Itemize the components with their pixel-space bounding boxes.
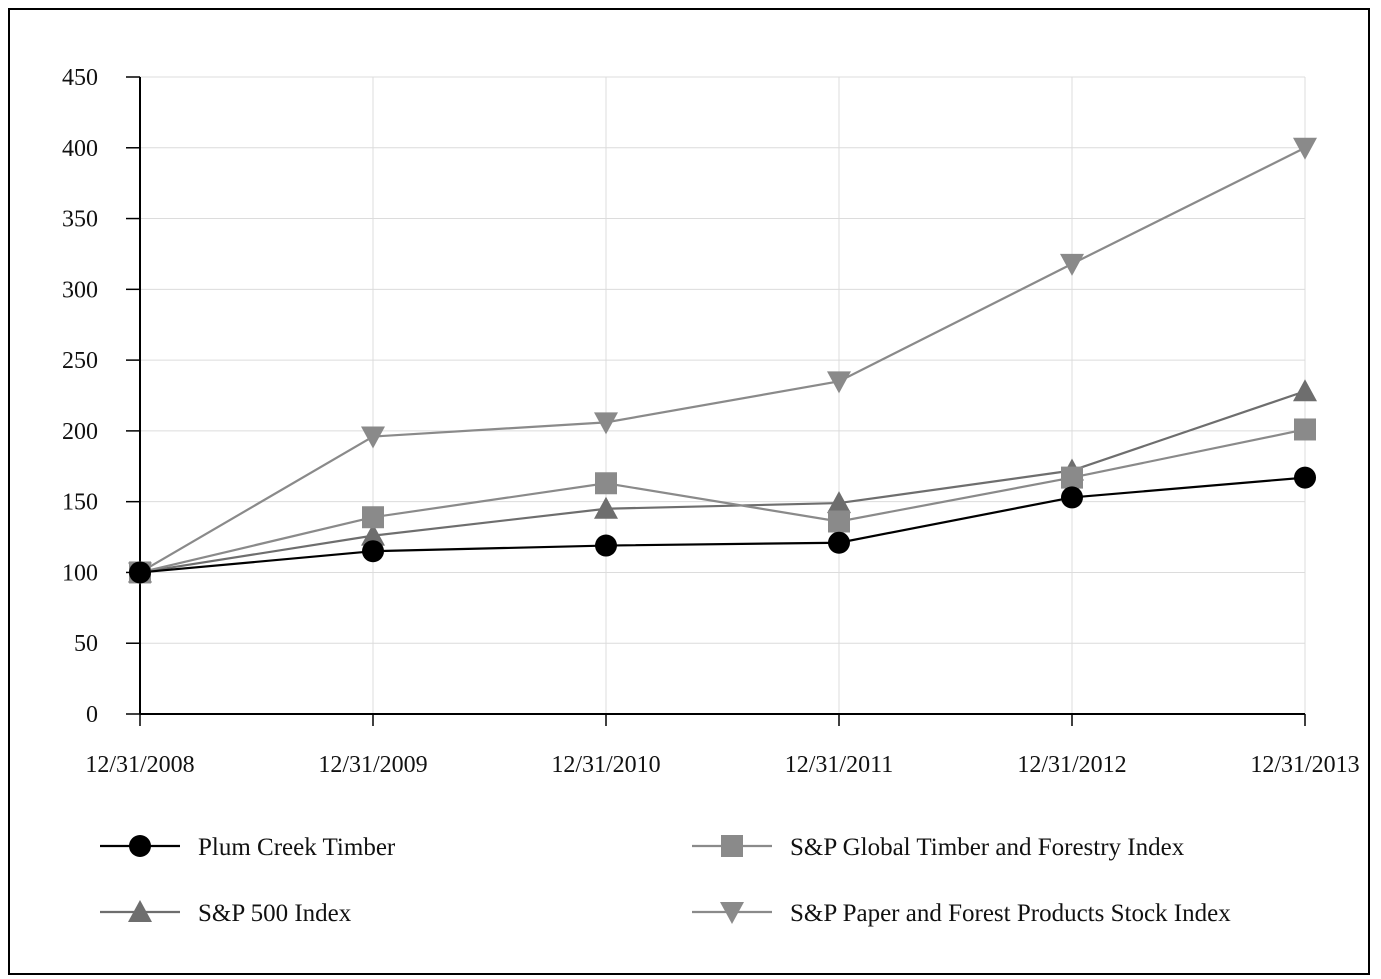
data-point-marker	[594, 496, 618, 519]
data-point-marker	[827, 371, 851, 394]
y-tick-label: 50	[74, 631, 98, 657]
data-point-marker	[595, 472, 617, 495]
x-tick-label: 12/31/2008	[85, 752, 194, 778]
series-line	[139, 428, 1306, 574]
y-tick-label: 250	[62, 348, 98, 374]
data-point-marker	[828, 510, 850, 533]
legend-marker-triangle-up-icon	[128, 900, 152, 922]
legend-marker-square-icon	[721, 835, 743, 857]
chart-frame	[8, 8, 1370, 975]
data-point-marker	[362, 506, 384, 529]
legend-marker-circle-icon	[129, 835, 151, 857]
y-tick-label: 150	[62, 490, 98, 516]
y-tick-label: 300	[62, 277, 98, 303]
x-tick-label: 12/31/2011	[785, 752, 893, 778]
series-line	[139, 146, 1306, 574]
data-point-marker	[1061, 486, 1083, 509]
data-point-marker	[1293, 137, 1317, 160]
y-axis-ticks: 0 50 100 150 200 250 300 350 400 450	[62, 65, 140, 728]
gridlines	[140, 76, 1306, 714]
y-tick-label: 400	[62, 136, 98, 162]
data-point-marker	[129, 561, 151, 584]
axes	[139, 77, 1305, 715]
series-line	[139, 476, 1306, 574]
data-point-marker	[1294, 466, 1316, 489]
data-point-marker	[827, 491, 851, 514]
data-point-marker	[361, 523, 385, 546]
y-tick-label: 200	[62, 419, 98, 445]
y-tick-label: 450	[62, 65, 98, 91]
x-tick-label: 12/31/2013	[1250, 752, 1359, 778]
data-point-marker	[1293, 379, 1317, 402]
data-point-marker	[828, 531, 850, 554]
y-tick-label: 0	[86, 702, 98, 728]
legend-marker-triangle-down-icon	[720, 902, 744, 924]
legend: Plum Creek Timber S&P Global Timber and F…	[100, 834, 1231, 927]
data-point-marker	[1294, 418, 1316, 441]
series-layer	[128, 137, 1317, 585]
legend-label: S&P Paper and Forest Products Stock Inde…	[790, 900, 1231, 927]
x-tick-label: 12/31/2009	[318, 752, 427, 778]
x-tick-label: 12/31/2010	[551, 752, 660, 778]
legend-label: Plum Creek Timber	[198, 834, 396, 861]
y-tick-label: 100	[62, 560, 98, 586]
y-tick-label: 350	[62, 207, 98, 233]
legend-label: S&P Global Timber and Forestry Index	[790, 834, 1185, 861]
data-point-marker	[595, 534, 617, 557]
x-axis-ticks: 12/31/2008 12/31/2009 12/31/2010 12/31/2011…	[85, 714, 1360, 778]
data-point-marker	[594, 412, 618, 435]
data-point-marker	[361, 426, 385, 449]
data-point-marker	[1061, 466, 1083, 489]
x-tick-label: 12/31/2012	[1017, 752, 1126, 778]
data-point-marker	[1060, 253, 1084, 276]
data-point-marker	[362, 540, 384, 563]
series-line	[139, 390, 1306, 574]
legend-label: S&P 500 Index	[198, 900, 352, 927]
